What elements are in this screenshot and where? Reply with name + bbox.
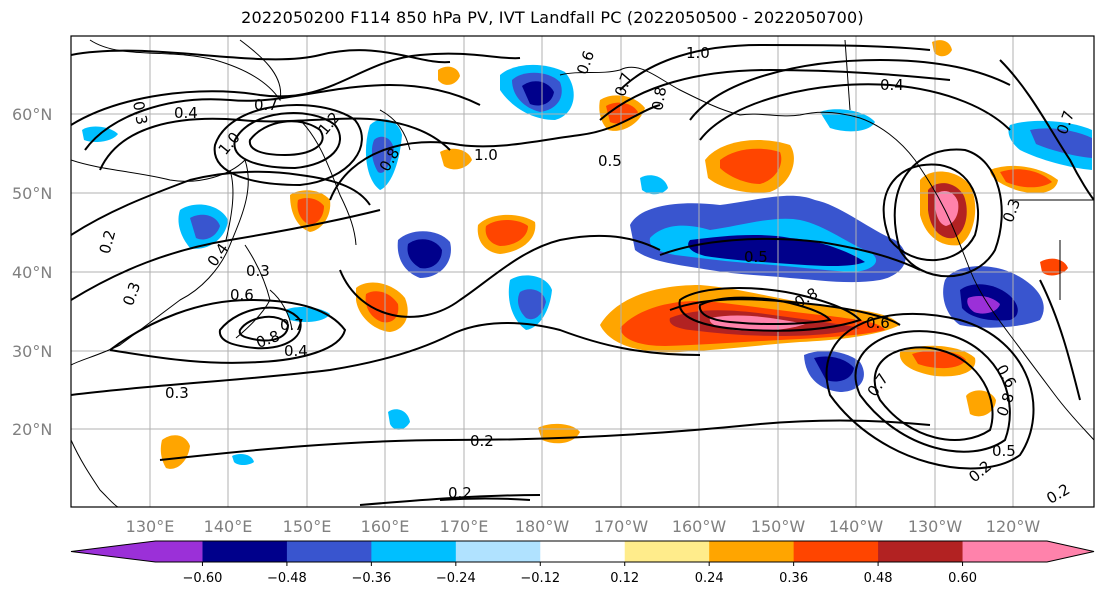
contour-label: 0.8: [648, 85, 670, 112]
lon-axis: 130°E 140°E 150°E 160°E 170°E 180°W 170°…: [126, 517, 1041, 536]
contour-label: 0.4: [880, 76, 904, 94]
contour-label: 0.6: [230, 286, 254, 304]
lon-label: 140°W: [829, 517, 884, 536]
contour-lines: [71, 43, 1094, 506]
colorbar-tick-label: 0.36: [779, 571, 808, 586]
colorbar-segment: [709, 541, 795, 562]
lat-label: 50°N: [12, 184, 52, 203]
contour-label: 0.5: [744, 248, 768, 266]
contour-label: 0.5: [992, 442, 1016, 460]
contour-label: 1.0: [474, 146, 498, 164]
graticule: [71, 36, 1094, 507]
contour-label: 0.3: [129, 100, 151, 127]
contour-label: 0.7: [280, 316, 304, 334]
contour-label: 0.3: [246, 262, 270, 280]
map-frame: [70, 35, 1095, 508]
coastlines: [71, 39, 1094, 507]
colorbar-tick-label: 0.48: [864, 571, 893, 586]
lat-axis: 60°N 50°N 40°N 30°N 20°N: [12, 105, 52, 439]
lon-label: 130°W: [908, 517, 963, 536]
contour-label: 0.4: [174, 104, 198, 122]
colorbar-tick-label: −0.60: [183, 571, 223, 586]
colorbar-tick-label: −0.48: [267, 571, 307, 586]
colorbar-tick-label: 0.12: [610, 571, 639, 586]
colorbar-segment: [624, 541, 710, 562]
lon-label: 160°E: [361, 517, 410, 536]
colorbar-segment: [793, 541, 879, 562]
colorbar-tick-label: 0.24: [695, 571, 724, 586]
lat-label: 60°N: [12, 105, 52, 124]
lon-label: 150°E: [283, 517, 332, 536]
colorbar-segment: [878, 541, 964, 562]
lon-label: 120°W: [986, 517, 1041, 536]
lat-label: 20°N: [12, 420, 52, 439]
colorbar-segment: [286, 541, 372, 562]
colorbar-segment: [202, 541, 288, 562]
lon-label: 170°E: [440, 517, 489, 536]
contour-label: 0.2: [96, 228, 120, 256]
colorbar-segment: [540, 541, 626, 562]
colorbar-tick-label: −0.24: [436, 571, 476, 586]
colorbar: −0.60 −0.48 −0.36 −0.24 −0.12 0.12 0.24 0.36 0.4…: [70, 540, 1095, 586]
contour-label: 0.3: [165, 384, 189, 402]
colorbar-tick-label: 0.60: [948, 571, 977, 586]
lon-label: 170°W: [594, 517, 649, 536]
colorbar-tick-label: −0.12: [520, 571, 560, 586]
colorbar-tick-label: −0.36: [351, 571, 391, 586]
lat-label: 40°N: [12, 263, 52, 282]
colorbar-segment: [71, 541, 203, 562]
lon-label: 150°W: [751, 517, 806, 536]
lon-label: 130°E: [126, 517, 175, 536]
contour-label: 0.6: [866, 314, 890, 332]
lon-label: 160°W: [672, 517, 727, 536]
contour-label: 0.5: [598, 152, 622, 170]
colorbar-segment: [455, 541, 541, 562]
colorbar-outline: [70, 540, 1095, 563]
colorbar-segment: [962, 541, 1094, 562]
contour-label: 0.2: [470, 432, 494, 450]
contour-label: 0.7: [254, 96, 278, 114]
contour-label: 0.2: [448, 484, 472, 502]
lat-label: 30°N: [12, 342, 52, 361]
lon-label: 180°W: [515, 517, 570, 536]
colorbar-segment: [371, 541, 457, 562]
contour-label: 0.4: [284, 342, 308, 360]
contour-label: 1.0: [686, 44, 710, 62]
figure-title: 2022050200 F114 850 hPa PV, IVT Landfall…: [241, 8, 864, 27]
lon-label: 140°E: [204, 517, 253, 536]
